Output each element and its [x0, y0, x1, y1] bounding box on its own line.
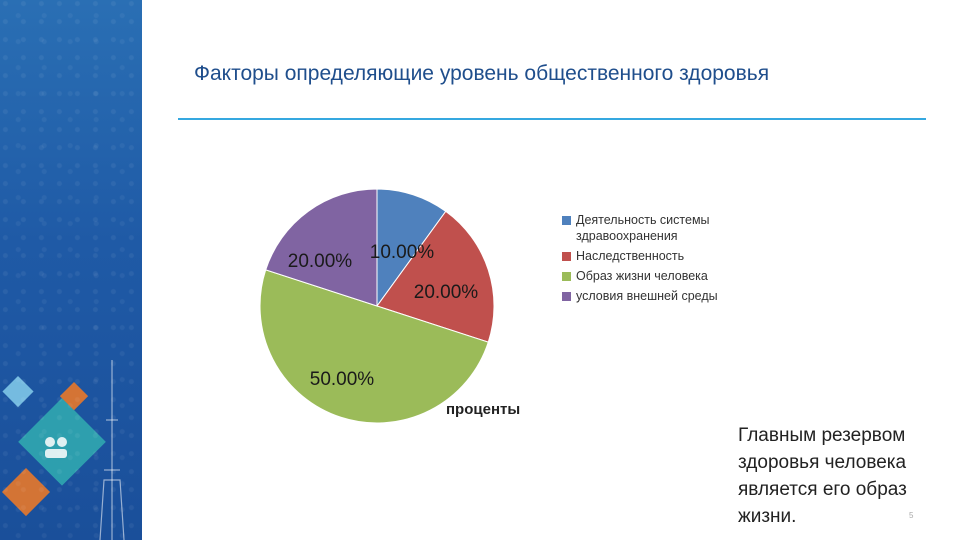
slide-number: 5: [909, 511, 914, 520]
decor-diamond-orange-top: [59, 382, 89, 411]
sidebar-graphics: [1, 360, 125, 540]
slide-note: Главным резервом здоровья человека являе…: [738, 425, 907, 527]
pie-data-label: 50.00%: [310, 369, 375, 390]
pie-slice: [265, 188, 378, 307]
legend-item: условия внешней среды: [562, 288, 722, 304]
people-icon: [45, 437, 67, 458]
chart-title: проценты: [446, 401, 521, 418]
legend-swatch: [562, 252, 571, 261]
legend-item: Образ жизни человека: [562, 268, 722, 284]
pie-data-label: 20.00%: [288, 251, 353, 272]
pie-slice: [376, 210, 495, 343]
legend-swatch: [562, 292, 571, 301]
slide-title: Факторы определяющие уровень общественно…: [194, 62, 770, 85]
pie-slice: [259, 269, 489, 424]
spire-icon: [99, 360, 125, 540]
legend-swatch: [562, 272, 571, 281]
legend-item: Наследственность: [562, 248, 722, 264]
chart-legend: Деятельность системы здравоохранения Насл…: [562, 212, 722, 308]
title-rule: [178, 118, 926, 120]
legend-item: Деятельность системы здравоохранения: [562, 212, 722, 244]
pie-data-label: 10.00%: [370, 242, 435, 263]
pie-data-label: 20.00%: [414, 282, 479, 303]
legend-label: условия внешней среды: [576, 289, 718, 303]
legend-swatch: [562, 216, 571, 225]
legend-label: Наследственность: [576, 249, 685, 263]
legend-label: Образ жизни человека: [576, 269, 708, 283]
pie-slice: [376, 188, 447, 308]
legend-label: Деятельность системы здравоохранения: [576, 213, 710, 243]
decorative-sidebar: [0, 0, 142, 540]
